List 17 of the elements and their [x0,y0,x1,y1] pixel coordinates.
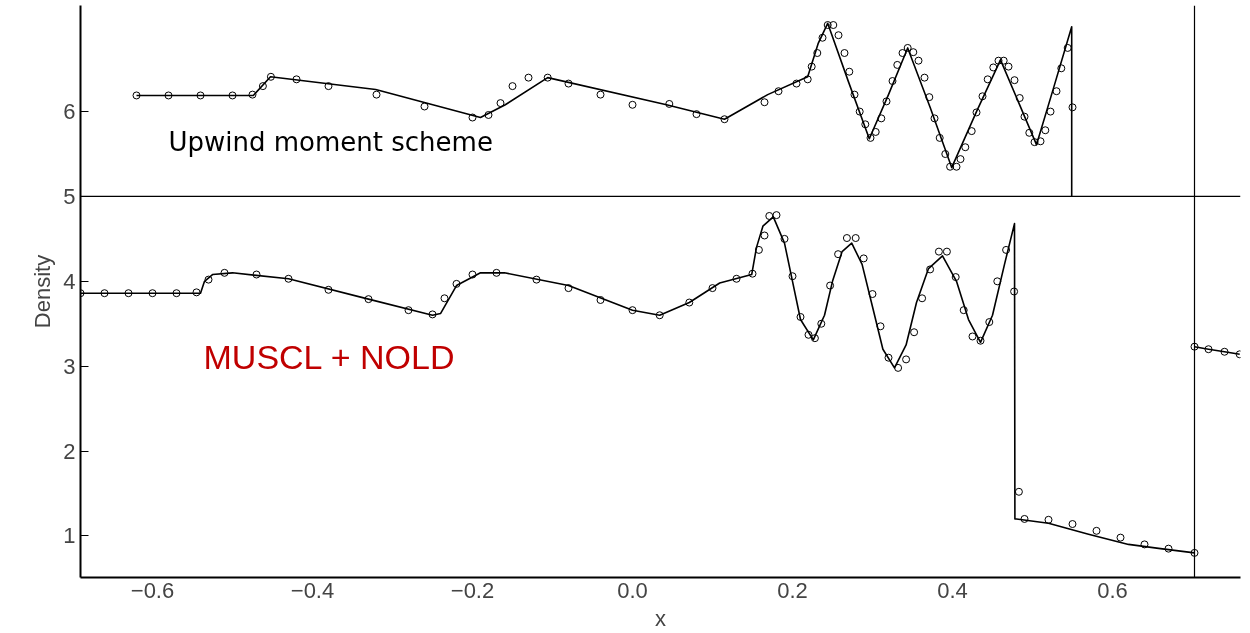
y-tick-label: 4 [63,268,76,294]
y-tick-label: 6 [63,99,76,125]
annotation: MUSCL + NOLD [203,337,455,376]
x-tick-label: −0.4 [290,577,335,603]
y-axis-title: Density [30,254,56,329]
y-tick-label: 1 [63,523,76,549]
x-tick-label: 0.6 [1097,577,1128,603]
annotation: Upwind moment scheme [168,126,493,157]
y-tick-label: 5 [63,183,76,209]
y-tick-label: 2 [63,438,76,464]
x-tick-label: −0.6 [130,577,175,603]
x-tick-label: 0.0 [617,577,648,603]
x-tick-label: −0.2 [450,577,495,603]
x-tick-label: 0.4 [937,577,968,603]
x-tick-label: 0.2 [777,577,808,603]
x-axis-title: x [655,605,666,631]
y-tick-label: 3 [63,353,76,379]
